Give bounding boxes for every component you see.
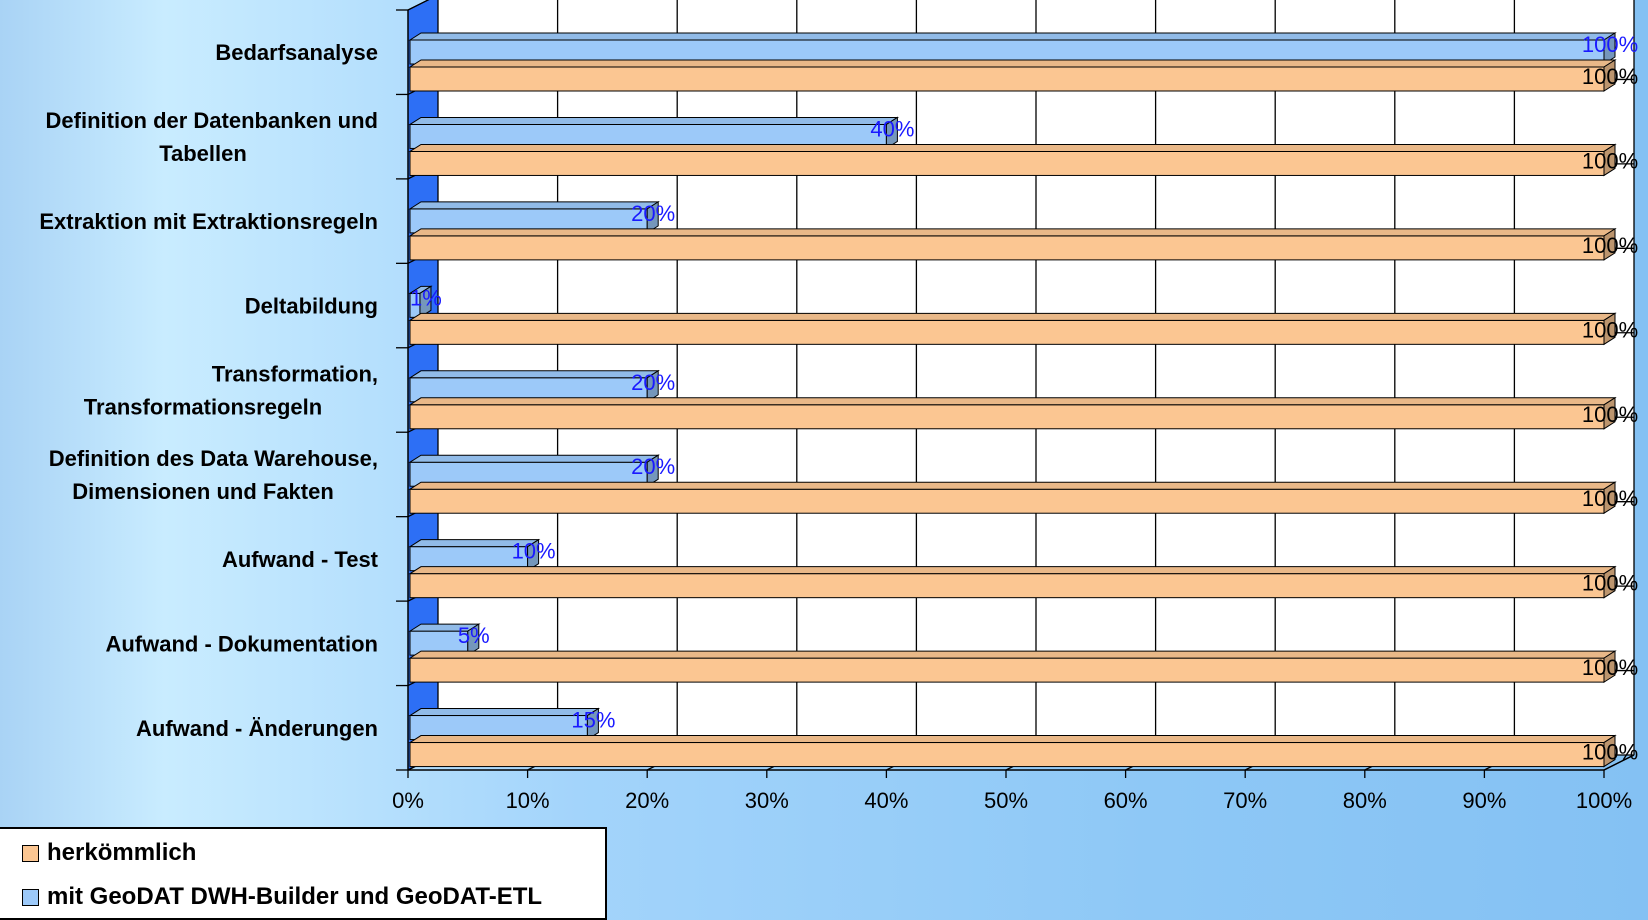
bar-herkoemmlich-end [1603, 481, 1616, 515]
bar-herkoemmlich-top [408, 228, 1617, 237]
data-label-herkoemmlich: 100% [1582, 148, 1638, 173]
bar-geodat-top [408, 454, 660, 463]
legend-swatch-geodat [22, 888, 39, 906]
category-label: Deltabildung [245, 294, 378, 319]
bar-herkoemmlich-end [1603, 227, 1616, 261]
bar-herkoemmlich [409, 488, 1605, 514]
x-tick-label: 0% [392, 788, 424, 813]
data-label-geodat: 15% [571, 708, 615, 733]
bar-herkoemmlich-end [1603, 396, 1616, 430]
x-tick-label: 40% [864, 788, 908, 813]
category-label: Aufwand - Änderungen [136, 716, 378, 741]
bar-geodat-end [646, 369, 659, 403]
bar-geodat-end [885, 116, 898, 150]
data-label-geodat: 20% [631, 454, 675, 479]
data-label-herkoemmlich: 100% [1582, 402, 1638, 427]
category-label: Extraktion mit Extraktionsregeln [39, 209, 378, 234]
bar-herkoemmlich-top [408, 650, 1617, 659]
category-label: Aufwand - Test [222, 547, 379, 572]
bar-geodat-top [408, 708, 601, 717]
bar-herkoemmlich-end [1603, 59, 1616, 92]
bar-herkoemmlich [409, 404, 1605, 430]
bar-herkoemmlich-end [1603, 565, 1616, 599]
category-separator-side [407, 0, 430, 11]
bar-geodat-end [646, 454, 659, 488]
bar-herkoemmlich [409, 150, 1605, 176]
bar-herkoemmlich-end [1603, 734, 1616, 768]
bar-herkoemmlich [409, 573, 1605, 599]
bar-herkoemmlich-top [408, 735, 1617, 744]
bar-herkoemmlich [409, 319, 1605, 345]
data-label-herkoemmlich: 100% [1582, 486, 1638, 511]
bar-herkoemmlich-top [408, 143, 1617, 152]
bar-geodat-top [408, 116, 900, 125]
bar-herkoemmlich-end [1603, 143, 1616, 177]
x-tick-label: 80% [1343, 788, 1387, 813]
category-label: Transformation, [212, 362, 378, 387]
category-label: Dimensionen und Fakten [72, 479, 334, 504]
legend: herkömmlich mit GeoDAT DWH-Builder und G… [0, 827, 607, 920]
bar-herkoemmlich [409, 66, 1605, 92]
data-label-herkoemmlich: 100% [1582, 233, 1638, 258]
category-label: Aufwand - Dokumentation [105, 631, 378, 656]
bar-herkoemmlich-end [1603, 312, 1616, 346]
bar-geodat-end [586, 707, 599, 741]
data-label-herkoemmlich: 100% [1582, 317, 1638, 342]
legend-item-herkoemmlich: herkömmlich [22, 839, 196, 867]
legend-item-geodat: mit GeoDAT DWH-Builder und GeoDAT-ETL [22, 883, 542, 911]
bar-herkoemmlich [409, 235, 1605, 261]
x-tick-label: 100% [1576, 788, 1632, 813]
data-label-geodat: 20% [631, 370, 675, 395]
data-label-herkoemmlich: 100% [1582, 655, 1638, 680]
data-label-herkoemmlich: 100% [1582, 64, 1638, 89]
x-tick-label: 70% [1223, 788, 1267, 813]
x-tick-label: 90% [1462, 788, 1506, 813]
bar-herkoemmlich-top [408, 481, 1617, 490]
data-label-geodat: 20% [631, 201, 675, 226]
bar-geodat-top [408, 370, 660, 379]
bar-herkoemmlich [409, 742, 1605, 768]
data-label-herkoemmlich: 100% [1582, 740, 1638, 765]
data-label-herkoemmlich: 100% [1582, 571, 1638, 596]
data-label-geodat: 1% [410, 285, 442, 310]
bar-herkoemmlich-end [1603, 650, 1616, 684]
bar-geodat-end [467, 623, 480, 657]
legend-label: mit GeoDAT DWH-Builder und GeoDAT-ETL [47, 883, 543, 910]
category-label: Definition der Datenbanken und [46, 108, 378, 133]
data-label-geodat: 10% [512, 539, 556, 564]
x-tick-label: 20% [625, 788, 669, 813]
data-label-geodat: 100% [1582, 32, 1638, 57]
legend-swatch-herkoemmlich [22, 844, 39, 862]
bar-herkoemmlich-top [408, 312, 1617, 321]
bar-geodat-end [527, 538, 540, 572]
bar-herkoemmlich-top [408, 397, 1617, 406]
bar-herkoemmlich-top [408, 566, 1617, 575]
x-tick-label: 30% [745, 788, 789, 813]
x-tick-label: 10% [506, 788, 550, 813]
bar-herkoemmlich-top [408, 59, 1617, 68]
x-tick-label: 50% [984, 788, 1028, 813]
floor-right-edge [1603, 754, 1635, 771]
category-label: Transformationsregeln [84, 395, 322, 420]
data-label-geodat: 40% [870, 116, 914, 141]
bar-geodat-end [419, 285, 432, 319]
x-tick-label: 60% [1104, 788, 1148, 813]
category-label: Bedarfsanalyse [215, 40, 378, 65]
category-label: Tabellen [159, 141, 247, 166]
bar-herkoemmlich [409, 657, 1605, 683]
data-label-geodat: 5% [458, 623, 490, 648]
bar-geodat-top [408, 201, 660, 210]
bar-geodat-top [408, 32, 1617, 41]
legend-label: herkömmlich [47, 839, 197, 866]
bar-geodat-end [1603, 32, 1616, 65]
bar-geodat-end [646, 200, 659, 234]
category-label: Definition des Data Warehouse, [49, 446, 378, 471]
